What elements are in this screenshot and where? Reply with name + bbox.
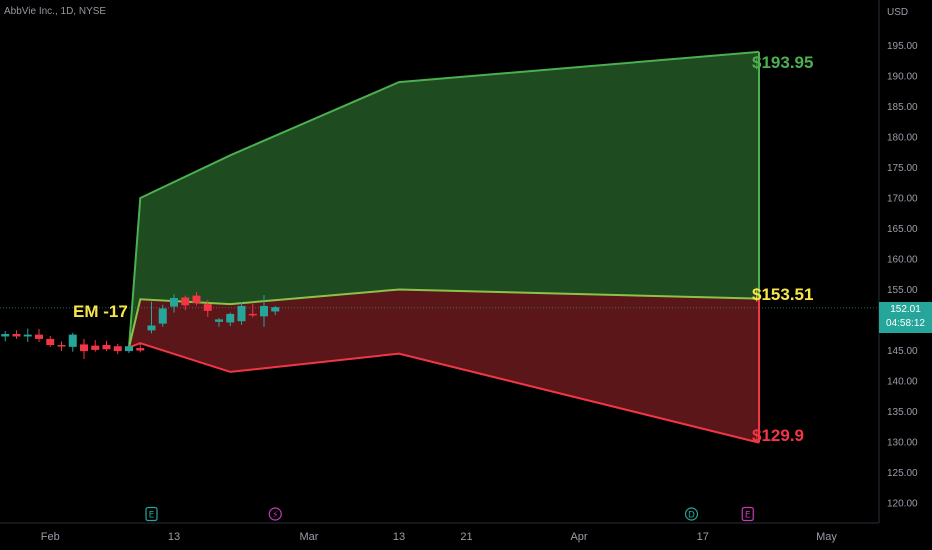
event-marker-letter: E (745, 511, 751, 521)
candle[interactable] (57, 345, 66, 347)
candle[interactable] (226, 313, 235, 323)
y-tick-label: 125.00 (887, 468, 918, 479)
candle[interactable] (170, 298, 178, 307)
lower-target-label: $129.9 (752, 426, 804, 445)
candle[interactable] (260, 305, 268, 317)
x-tick-label: Mar (300, 531, 319, 543)
current-price-value: 152.01 (890, 304, 921, 315)
candle[interactable] (215, 319, 223, 322)
event-marker-letter: E (149, 511, 155, 521)
mid-line (128, 288, 760, 348)
y-tick-label: 195.00 (887, 41, 918, 52)
candle[interactable] (68, 334, 77, 347)
lower-band-line (128, 342, 760, 444)
annotations: EM -17 $193.95 $153.51 $129.9 (73, 53, 813, 445)
candle[interactable] (91, 345, 100, 350)
event-marker-letter: ⚡ (272, 511, 278, 521)
event-marker-box (741, 506, 754, 522)
candle[interactable] (192, 295, 201, 303)
band-fills (129, 51, 759, 443)
candle[interactable] (248, 313, 257, 316)
y-tick-label: 145.00 (887, 346, 918, 357)
x-tick-label: Feb (41, 531, 60, 543)
x-tick-label: May (816, 531, 837, 543)
x-tick-label: Apr (570, 531, 587, 543)
candles[interactable] (0, 291, 280, 360)
y-tick-label: 160.00 (887, 255, 918, 266)
x-tick-label: 17 (697, 531, 709, 543)
y-tick-label: 185.00 (887, 102, 918, 113)
candle[interactable] (80, 344, 88, 352)
y-tick-label: 170.00 (887, 194, 918, 205)
x-tick-label: 21 (460, 531, 472, 543)
upper-target-label: $193.95 (752, 53, 813, 72)
event-markers[interactable]: E ⚡ D E (145, 506, 754, 522)
candle[interactable] (147, 325, 156, 331)
candle[interactable] (181, 297, 190, 306)
band-lines (128, 50, 760, 444)
x-tick-label: 13 (168, 531, 180, 543)
earnings-marker[interactable]: E (145, 506, 158, 522)
countdown-timer: 04:58:12 (886, 318, 925, 329)
currency-label: USD (887, 7, 908, 18)
candle[interactable] (46, 338, 55, 346)
y-tick-label: 120.00 (887, 499, 918, 510)
y-tick-label: 165.00 (887, 224, 918, 235)
candle[interactable] (113, 346, 122, 352)
lower-band-fill (129, 289, 759, 443)
candle[interactable] (12, 334, 21, 337)
dividend-marker[interactable]: D (684, 507, 699, 521)
y-tick-label: 180.00 (887, 133, 918, 144)
price-axis[interactable]: 195.00 190.00 185.00 180.00 175.00 170.00 165.… (887, 41, 918, 510)
candle[interactable] (23, 334, 32, 337)
time-axis[interactable]: Feb 13 Mar 13 21 Apr 17 May (41, 531, 838, 543)
candle[interactable] (271, 307, 280, 312)
y-tick-label: 135.00 (887, 407, 918, 418)
earnings-marker-upcoming[interactable]: E (741, 506, 754, 522)
candle[interactable] (102, 345, 111, 350)
upper-band-line (128, 50, 760, 348)
event-marker-letter: D (688, 511, 695, 521)
mid-target-label: $153.51 (752, 285, 813, 304)
event-marker-circle (684, 507, 699, 521)
em-label: EM -17 (73, 302, 128, 321)
event-marker-circle (268, 507, 282, 521)
dividend-split-marker[interactable]: ⚡ (268, 507, 282, 521)
candle[interactable] (136, 348, 145, 351)
event-marker-box (145, 506, 158, 522)
x-tick-label: 13 (393, 531, 405, 543)
candle[interactable] (125, 346, 133, 352)
candle[interactable] (1, 334, 10, 337)
y-tick-label: 130.00 (887, 438, 918, 449)
y-tick-label: 155.00 (887, 285, 918, 296)
symbol-title: AbbVie Inc., 1D, NYSE (4, 6, 107, 17)
candle[interactable] (237, 305, 246, 322)
candle[interactable] (158, 308, 167, 324)
y-tick-label: 175.00 (887, 163, 918, 174)
y-tick-label: 140.00 (887, 377, 918, 388)
candle[interactable] (35, 334, 43, 339)
upper-band-fill (129, 51, 759, 348)
current-price-badge: 152.01 04:58:12 (879, 302, 932, 333)
y-tick-label: 190.00 (887, 72, 918, 83)
candle[interactable] (203, 304, 212, 311)
